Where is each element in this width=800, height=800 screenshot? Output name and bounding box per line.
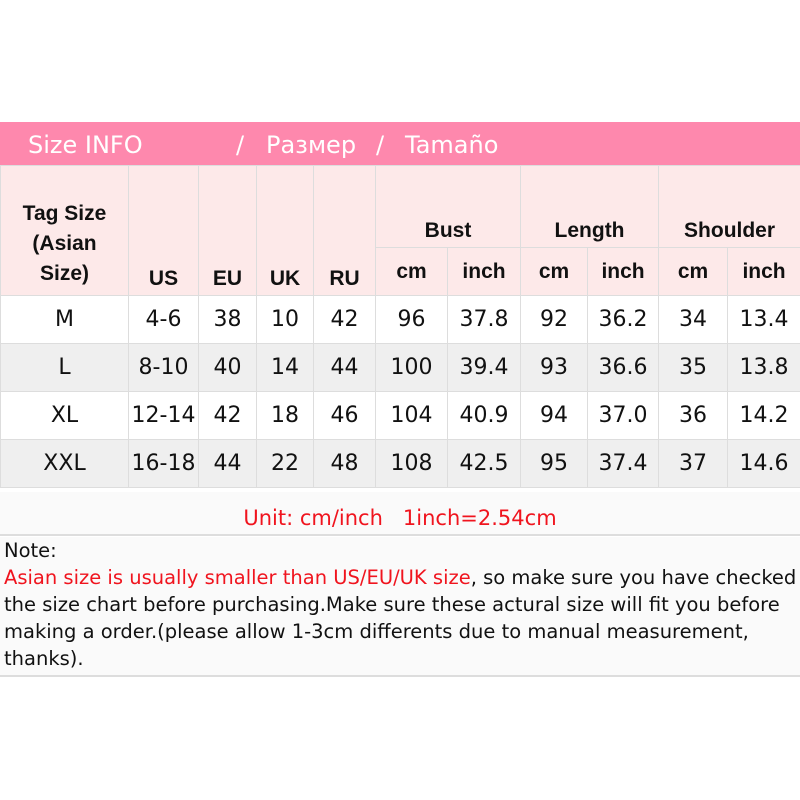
banner-es: Tamaño: [405, 131, 499, 159]
header-ru: RU: [313, 165, 376, 296]
header-us: US: [128, 165, 199, 296]
unit-text: Unit: cm/inch 1inch=2.54cm: [243, 506, 557, 530]
header-tag-size: Tag Size (Asian Size): [0, 165, 129, 296]
table-row: XXL 16-18 44 22 48 108 42.5 95 37.4 37 14.6: [0, 439, 800, 488]
table-cell: 4-6: [128, 295, 199, 344]
note-body: Asian size is usually smaller than US/EU…: [4, 564, 800, 672]
table-cell: 44: [313, 343, 376, 392]
note-section: Note: Asian size is usually smaller than…: [0, 537, 800, 677]
table-cell: 38: [198, 295, 257, 344]
table-cell: 100: [375, 343, 448, 392]
table-cell: 18: [256, 391, 314, 440]
table-cell: 92: [520, 295, 589, 344]
header-text: Tag Size: [22, 202, 107, 225]
header-length: Length: [520, 165, 660, 248]
banner-sep: /: [236, 131, 245, 159]
table-cell: 10: [256, 295, 314, 344]
unit-note: Unit: cm/inch 1inch=2.54cm: [0, 492, 800, 536]
table-cell: 37.0: [587, 391, 660, 440]
table-row: XL 12-14 42 18 46 104 40.9 94 37.0 36 14.2: [0, 391, 800, 440]
header-inch: inch: [446, 247, 522, 296]
table-cell: 13.8: [727, 343, 800, 392]
table-cell: 37.8: [446, 295, 522, 344]
table-cell: 42: [198, 391, 257, 440]
note-highlight: Asian size is usually smaller than US/EU…: [4, 566, 471, 589]
note-title: Note:: [4, 539, 57, 562]
title-banner: Size INFO / Размер / Tamaño: [0, 122, 800, 165]
header-inch: inch: [587, 247, 660, 296]
table-cell: 34: [658, 295, 729, 344]
table-cell: 93: [520, 343, 589, 392]
table-cell: 108: [375, 439, 448, 488]
table-cell: 13.4: [727, 295, 800, 344]
table-cell: 36: [658, 391, 729, 440]
table-cell: 12-14: [128, 391, 199, 440]
table-cell: 14.2: [727, 391, 800, 440]
table-cell: 16-18: [128, 439, 199, 488]
table-cell: 44: [198, 439, 257, 488]
banner-en: Size INFO: [28, 131, 143, 159]
table-row: L 8-10 40 14 44 100 39.4 93 36.6 35 13.8: [0, 343, 800, 392]
table-cell: 8-10: [128, 343, 199, 392]
table-cell: 46: [313, 391, 376, 440]
header-text: Size): [39, 262, 89, 285]
header-text: (Asian: [32, 232, 97, 255]
size-table: Tag Size (Asian Size) US EU UK RU Bust L…: [0, 165, 800, 488]
table-cell: XL: [0, 391, 129, 440]
note-text: , so make sure you have checked the size…: [4, 566, 797, 670]
table-cell: 104: [375, 391, 448, 440]
header-bust: Bust: [374, 165, 522, 248]
table-cell: 37.4: [587, 439, 660, 488]
header-cm: cm: [658, 247, 729, 296]
header-eu: EU: [198, 165, 257, 296]
header-cm: cm: [375, 247, 448, 296]
table-cell: 14.6: [727, 439, 800, 488]
table-cell: 42.5: [446, 439, 522, 488]
table-cell: 48: [313, 439, 376, 488]
table-cell: 39.4: [446, 343, 522, 392]
banner-sep: /: [376, 131, 385, 159]
table-cell: 96: [375, 295, 448, 344]
header-shoulder: Shoulder: [658, 165, 800, 248]
table-cell: 22: [256, 439, 314, 488]
table-cell: 36.6: [587, 343, 660, 392]
header-inch: inch: [727, 247, 800, 296]
table-cell: 42: [313, 295, 376, 344]
table-cell: 40.9: [446, 391, 522, 440]
table-cell: 36.2: [587, 295, 660, 344]
banner-ru: Размер: [266, 131, 357, 159]
table-cell: 94: [520, 391, 589, 440]
table-cell: 35: [658, 343, 729, 392]
table-row: M 4-6 38 10 42 96 37.8 92 36.2 34 13.4: [0, 295, 800, 344]
table-cell: L: [0, 343, 129, 392]
table-cell: 37: [658, 439, 729, 488]
header-uk: UK: [256, 165, 314, 296]
header-cm: cm: [520, 247, 589, 296]
table-cell: 14: [256, 343, 314, 392]
table-cell: M: [0, 295, 129, 344]
table-cell: 40: [198, 343, 257, 392]
table-cell: XXL: [0, 439, 129, 488]
table-cell: 95: [520, 439, 589, 488]
